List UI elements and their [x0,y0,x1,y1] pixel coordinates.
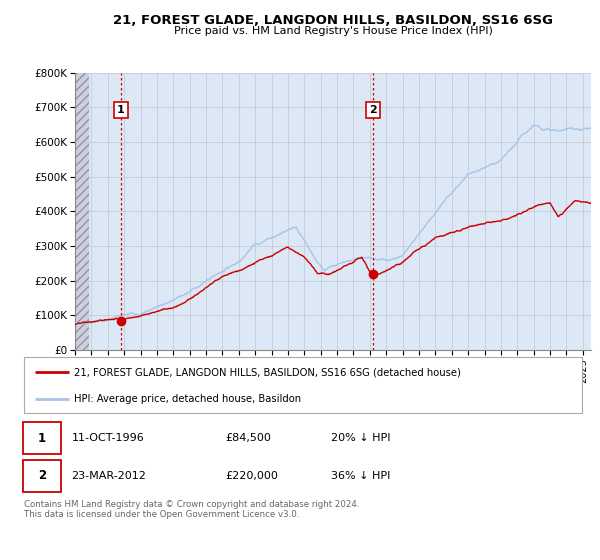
Text: This data is licensed under the Open Government Licence v3.0.: This data is licensed under the Open Gov… [24,510,299,519]
FancyBboxPatch shape [23,422,61,454]
Text: 23-MAR-2012: 23-MAR-2012 [71,471,146,481]
Text: 20% ↓ HPI: 20% ↓ HPI [331,433,391,443]
Text: 1: 1 [38,432,46,445]
Text: Price paid vs. HM Land Registry's House Price Index (HPI): Price paid vs. HM Land Registry's House … [173,26,493,36]
Text: 21, FOREST GLADE, LANGDON HILLS, BASILDON, SS16 6SG: 21, FOREST GLADE, LANGDON HILLS, BASILDO… [113,14,553,27]
Text: £220,000: £220,000 [225,471,278,481]
Bar [75,73,89,350]
FancyBboxPatch shape [24,357,582,413]
Text: 21, FOREST GLADE, LANGDON HILLS, BASILDON, SS16 6SG (detached house): 21, FOREST GLADE, LANGDON HILLS, BASILDO… [74,367,461,377]
Text: 36% ↓ HPI: 36% ↓ HPI [331,471,390,481]
Text: 2: 2 [370,105,377,115]
Text: 11-OCT-1996: 11-OCT-1996 [71,433,144,443]
Text: 1: 1 [117,105,124,115]
Text: Contains HM Land Registry data © Crown copyright and database right 2024.: Contains HM Land Registry data © Crown c… [24,500,359,508]
Text: 2: 2 [38,469,46,483]
FancyBboxPatch shape [23,460,61,492]
Text: £84,500: £84,500 [225,433,271,443]
Text: HPI: Average price, detached house, Basildon: HPI: Average price, detached house, Basi… [74,394,301,404]
